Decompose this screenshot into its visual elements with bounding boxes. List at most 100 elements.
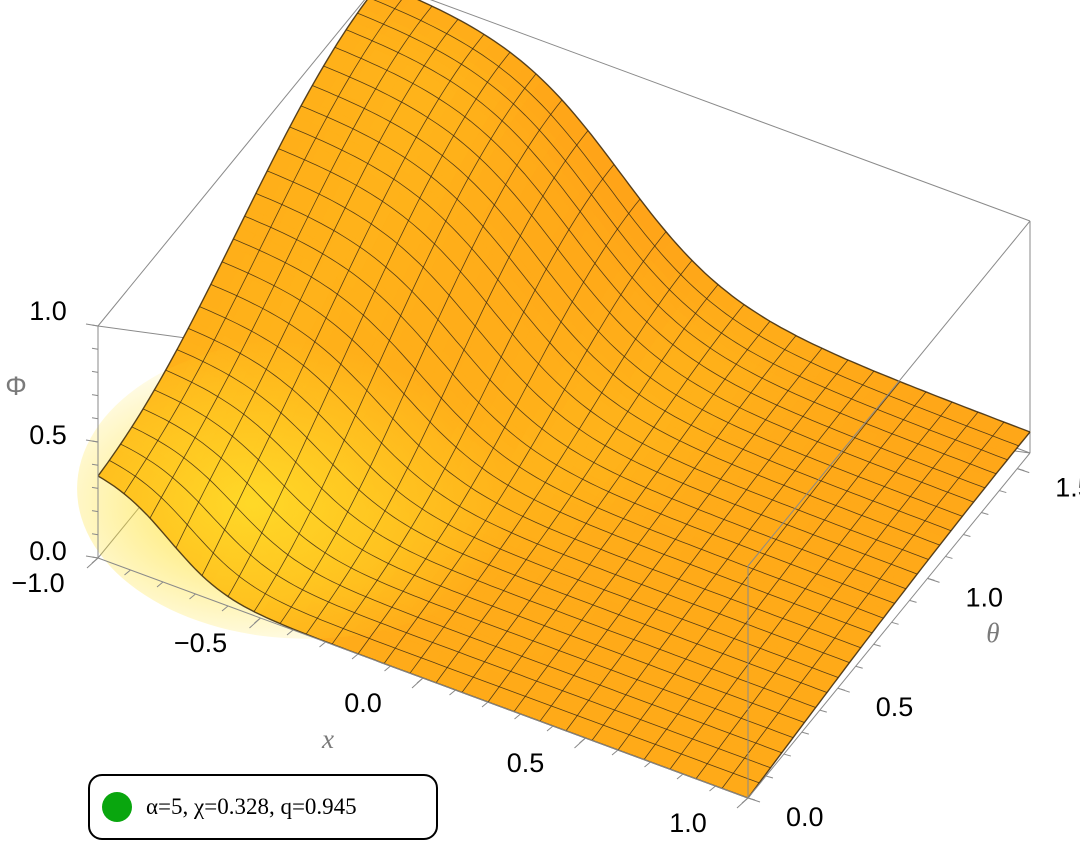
box-edge [97,0,366,327]
mesh-line-x [131,426,782,754]
mesh-line-x [154,389,805,723]
mesh-line-x [289,126,940,546]
theta-minor-tick [837,687,845,691]
x-tick-label: 0.0 [344,688,382,718]
x-minor-tick [384,665,391,672]
x-minor-tick [514,713,521,720]
mesh-line-x [417,0,1031,433]
mesh-line-theta [149,5,433,519]
theta-minor-tick [873,643,881,647]
phi-minor-tick [91,417,99,420]
x-minor-tick [449,689,456,696]
mesh-line-x [373,0,1019,447]
mesh-line-theta [617,381,901,751]
x-minor-tick [254,617,261,624]
x-minor-tick [189,593,196,600]
x-minor-tick [156,581,164,588]
theta-minor-tick [1017,468,1025,472]
theta-minor-tick [855,665,863,669]
mesh-line-x [165,369,816,708]
theta-minor-tick [999,490,1007,494]
theta-minor-tick [927,577,935,581]
mesh-line-theta [747,431,1031,799]
axis-labels: x θ Φ [5,371,999,754]
x-minor-tick [221,605,229,612]
x-tick-label: −1.0 [11,568,64,598]
mesh-line-theta [435,284,719,684]
mesh-line-x [188,328,839,678]
theta-minor-tick [765,775,774,779]
mesh-line-x [255,193,907,590]
mesh-line-theta [409,260,693,674]
theta-minor-tick [747,797,756,801]
mesh-line-theta [201,34,485,576]
mesh-line-x [142,408,794,738]
x-minor-tick [481,701,489,708]
x-minor-tick [286,629,294,636]
phi-axis-label: Φ [5,371,27,401]
x-tick-label: 0.5 [507,748,545,778]
x-minor-tick [676,773,684,780]
phi-minor-tick [91,394,99,397]
theta-minor-tick [909,599,917,603]
legend-label: α=5, χ=0.328, q=0.945 [146,794,357,819]
theta-minor-tick [783,753,792,757]
phi-tick-label: 0.5 [29,420,67,450]
box-edge [430,0,1031,222]
theta-tick-label: 1.5 [1055,473,1080,503]
x-minor-tick [579,737,586,744]
phi-minor-tick [91,463,99,466]
phi-minor-tick [91,510,99,513]
x-minor-tick [741,797,749,804]
mesh-line-theta [669,401,953,770]
mesh-line-x [312,85,963,517]
theta-tick-label: 1.0 [966,582,1004,612]
mesh-line-theta [513,335,797,712]
mesh-line-theta [591,370,875,741]
theta-minor-tick [981,512,989,515]
x-minor-tick [546,725,554,732]
mesh-line-theta [97,0,368,477]
mesh-line-theta [331,164,615,645]
x-minor-tick [644,761,651,768]
mesh-line-theta [123,0,402,494]
theta-minor-tick [891,621,899,625]
phi-tick-label: 1.0 [29,296,67,326]
mesh-line-x [334,46,986,489]
box-edge [747,452,1031,799]
phi-minor-tick [91,347,99,350]
x-tick-label: 1.0 [669,808,707,838]
theta-tick-label: 0.0 [786,802,824,832]
mesh-line-x [267,170,918,575]
mesh-line-x [221,261,873,634]
mesh-line-theta [175,18,459,549]
box-edge [747,220,1031,567]
phi-minor-tick [91,533,99,536]
mesh-line-x [244,215,895,604]
mesh-line-x [346,29,997,475]
mesh-line-theta [643,391,927,760]
mesh-line-theta [487,321,771,703]
mesh-line-x [300,105,952,532]
legend: α=5, χ=0.328, q=0.945 [88,774,438,840]
x-axis-label: x [321,724,334,754]
mesh-line-theta [539,348,823,722]
legend-marker [102,792,132,822]
theta-minor-tick [963,533,971,537]
phi-minor-tick [91,486,99,489]
mesh-line-theta [721,421,1005,789]
axis-ticks: −1.0 −0.5 0.0 0.5 1.0 0.0 0.5 1.0 1.5 0.0 0.5 1.0 [11,296,1080,838]
mesh-line-theta [357,198,641,655]
x-tick-label: −0.5 [174,628,227,658]
mesh-line-x [233,238,884,619]
mesh-line-theta [305,130,589,635]
mesh-line-theta [383,231,667,664]
x-minor-tick [319,641,326,648]
mesh-line-theta [461,304,745,693]
mesh-line-x [210,284,861,649]
mesh-line-x [278,148,929,560]
mesh-line-theta [695,411,979,780]
x-minor-tick [351,653,359,660]
mesh-line-theta [565,359,849,732]
